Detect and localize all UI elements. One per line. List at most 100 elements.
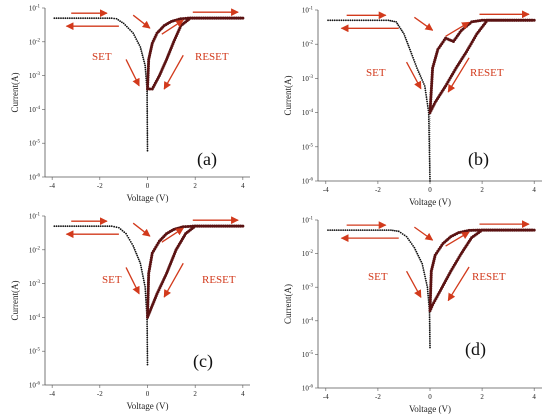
x-tick-label: 0 <box>146 182 150 190</box>
iv-data-point <box>424 277 427 280</box>
iv-data-point <box>409 50 412 53</box>
iv-data-point <box>118 226 120 229</box>
iv-data-point <box>429 278 433 282</box>
iv-data-point <box>228 224 232 228</box>
iv-data-point <box>131 243 133 245</box>
iv-data-point <box>521 228 525 232</box>
iv-data-point <box>342 229 345 232</box>
iv-data-point <box>425 282 428 284</box>
iv-data-point <box>71 225 73 228</box>
y-tick-label: 10-3 <box>302 75 314 83</box>
iv-data-point <box>146 330 149 332</box>
iv-data-point <box>208 16 212 20</box>
iv-data-point <box>202 224 206 228</box>
iv-data-point <box>420 77 423 79</box>
iv-data-point <box>236 16 240 20</box>
iv-data-point <box>427 294 430 297</box>
iv-data-point <box>423 271 425 274</box>
iv-data-point <box>144 288 147 290</box>
iv-data-point <box>413 246 416 249</box>
iv-data-point <box>97 17 100 20</box>
iv-data-point <box>501 18 505 22</box>
iv-data-point <box>512 18 516 22</box>
iv-data-point <box>121 229 124 232</box>
set-label: SET <box>368 271 388 283</box>
iv-data-point <box>382 19 385 22</box>
iv-data-point <box>502 228 506 232</box>
iv-data-point <box>401 31 404 34</box>
iv-data-point <box>528 228 532 232</box>
iv-data-point <box>150 87 154 91</box>
iv-data-point <box>345 19 347 22</box>
iv-data-point <box>223 16 227 20</box>
iv-data-point <box>239 16 243 20</box>
y-tick-label: 10-1 <box>29 5 41 13</box>
iv-data-point <box>146 348 149 350</box>
iv-data-point <box>329 229 332 232</box>
iv-data-point <box>90 225 93 228</box>
iv-data-point <box>409 241 412 244</box>
iv-data-point <box>135 38 138 41</box>
iv-data-point <box>148 265 152 269</box>
iv-data-point <box>428 160 431 163</box>
iv-data-point <box>145 299 147 301</box>
iv-data-point <box>429 282 433 286</box>
iv-data-point <box>360 19 363 22</box>
x-tick-label: 4 <box>532 393 536 401</box>
iv-data-point <box>428 138 431 140</box>
iv-data-point <box>129 29 131 31</box>
iv-data-point <box>146 136 149 139</box>
iv-data-point <box>146 112 149 115</box>
iv-data-point <box>144 64 147 67</box>
iv-data-point <box>184 225 188 229</box>
iv-data-point <box>416 67 418 69</box>
iv-data-point <box>493 228 497 232</box>
iv-data-point <box>226 16 230 20</box>
x-axis-label: Voltage (V) <box>126 401 168 411</box>
iv-data-point <box>147 274 151 278</box>
iv-data-point <box>188 224 192 228</box>
iv-data-point <box>136 254 139 257</box>
iv-data-point <box>530 228 534 232</box>
iv-data-point <box>146 121 149 123</box>
iv-data-point <box>99 225 102 228</box>
iv-data-point <box>146 110 149 112</box>
iv-data-point <box>430 77 434 81</box>
y-axis-label: Current(A) <box>283 284 293 324</box>
iv-data-point <box>137 256 139 259</box>
iv-data-point <box>140 50 143 53</box>
iv-data-point <box>419 75 422 77</box>
iv-data-point <box>353 19 356 22</box>
y-tick-label: 10-5 <box>302 143 314 151</box>
iv-data-point <box>423 273 426 276</box>
iv-data-point <box>495 228 499 232</box>
iv-data-point <box>79 225 82 228</box>
iv-data-point <box>428 124 430 127</box>
iv-data-point <box>126 234 129 237</box>
iv-data-point <box>206 224 210 228</box>
iv-data-point <box>146 332 149 335</box>
iv-data-point <box>217 16 221 20</box>
iv-data-point <box>385 229 388 232</box>
iv-data-point <box>144 296 147 299</box>
iv-data-point <box>110 225 113 228</box>
iv-data-point <box>144 68 147 71</box>
iv-data-point <box>469 228 473 232</box>
iv-data-point <box>429 291 433 295</box>
iv-data-point <box>146 298 150 302</box>
iv-data-point <box>376 19 379 22</box>
iv-panel-b: -4 -2 0 2 4 10-6 10-5 10-4 10-3 10-2 10-1 Voltage (… <box>283 7 542 207</box>
iv-data-point <box>400 29 403 32</box>
iv-data-point <box>146 321 148 323</box>
iv-data-point <box>146 285 150 289</box>
iv-data-point <box>350 229 353 232</box>
iv-data-point <box>133 34 136 37</box>
iv-data-point <box>327 229 329 232</box>
iv-data-point <box>344 229 347 232</box>
iv-data-point <box>88 17 91 20</box>
iv-data-point <box>429 91 433 95</box>
iv-data-point <box>148 87 152 91</box>
iv-data-point <box>405 38 408 41</box>
iv-data-point <box>399 27 402 30</box>
iv-data-point <box>489 228 493 232</box>
